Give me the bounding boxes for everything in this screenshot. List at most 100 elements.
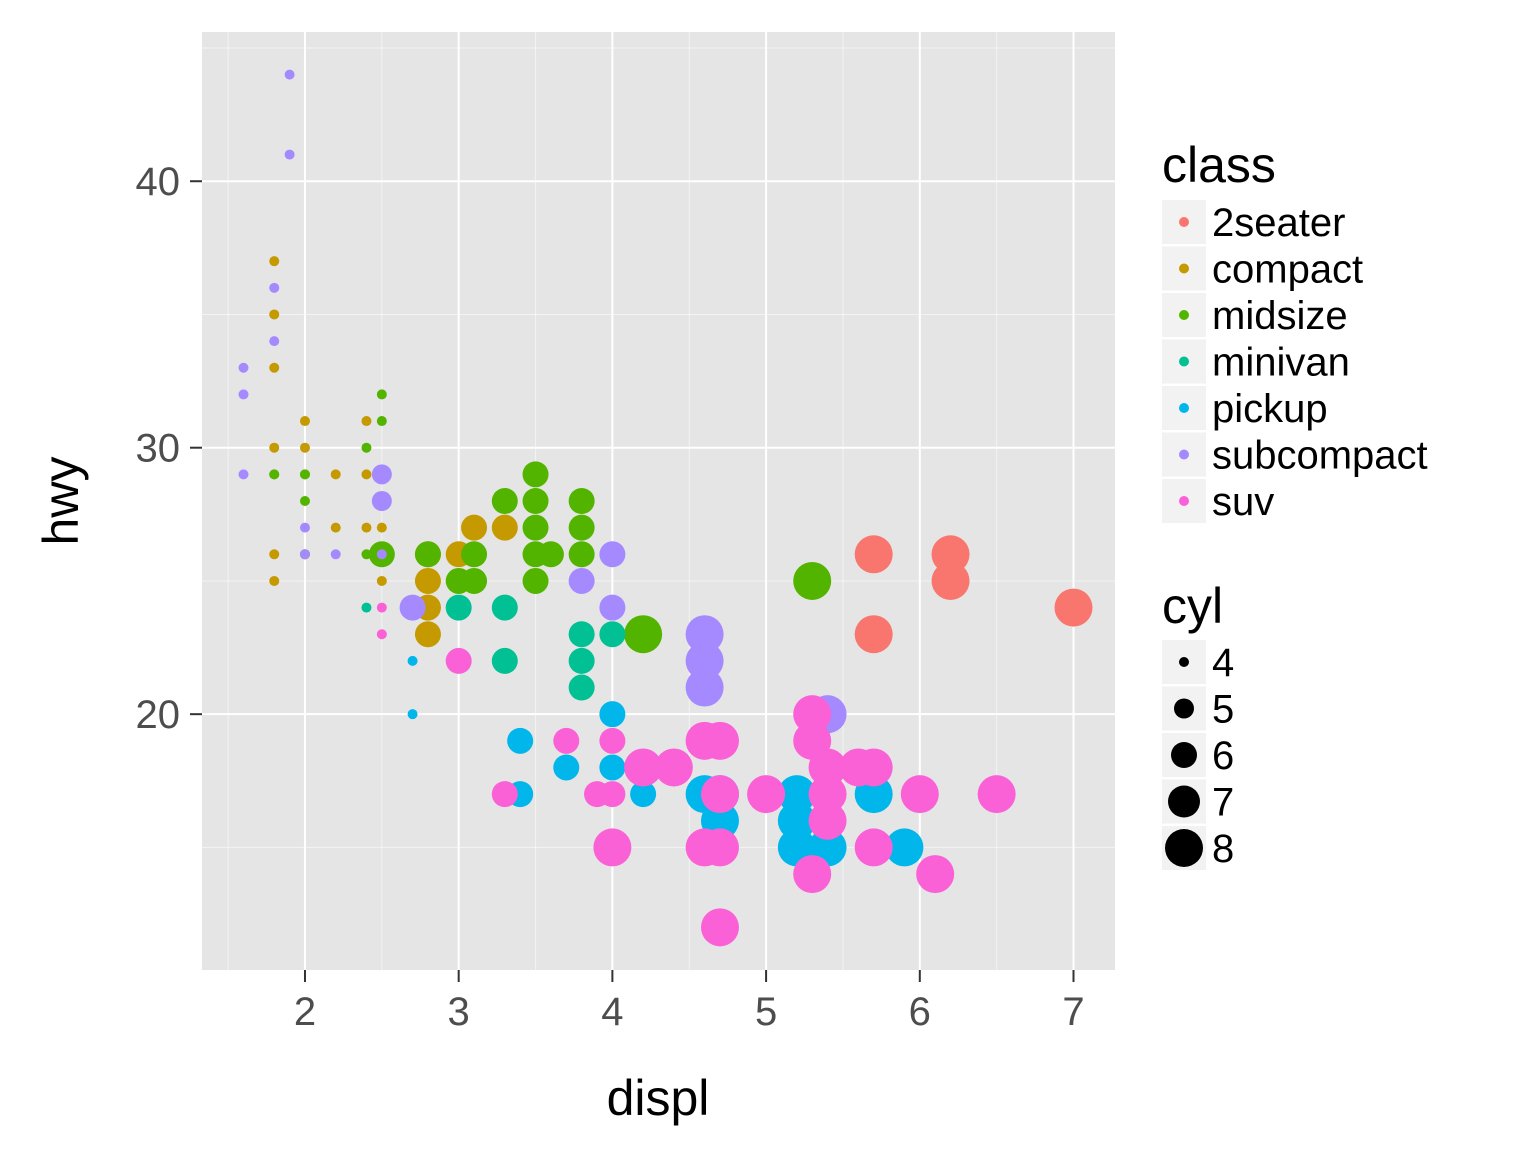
point-subcompact	[284, 69, 295, 80]
point-suv	[900, 775, 939, 814]
point-subcompact	[685, 641, 724, 680]
legend-label-minivan: minivan	[1212, 341, 1350, 385]
point-compact	[414, 621, 441, 648]
point-pickup	[407, 709, 418, 720]
point-suv	[700, 775, 739, 814]
point-midsize	[361, 549, 372, 560]
point-midsize	[793, 561, 832, 600]
point-midsize	[568, 488, 595, 514]
data-points	[238, 69, 1093, 947]
x-axis: 2 3 4 5 6 7	[294, 970, 1085, 1034]
legend-key-compact	[1179, 263, 1189, 274]
point-subcompact	[371, 464, 392, 485]
x-tick-label: 4	[601, 990, 623, 1034]
size-legend-title: cyl	[1162, 578, 1223, 634]
legend-key-subcompact	[1179, 449, 1189, 460]
point-suv	[599, 727, 626, 754]
point-subcompact	[238, 469, 249, 480]
point-pickup	[407, 655, 418, 666]
point-subcompact	[299, 522, 310, 533]
legend-key-pickup	[1179, 403, 1189, 413]
point-2seater	[931, 535, 970, 574]
point-suv	[916, 855, 955, 894]
point-compact	[491, 514, 518, 541]
y-tick-label: 20	[136, 693, 181, 737]
size-key-6	[1171, 742, 1197, 768]
point-subcompact	[284, 149, 295, 160]
point-2seater	[931, 561, 970, 600]
size-key-5	[1174, 698, 1194, 719]
plot-panel	[202, 32, 1115, 970]
x-tick-label: 7	[1062, 990, 1084, 1034]
point-pickup	[777, 801, 816, 840]
point-suv	[700, 908, 739, 947]
size-label-6: 6	[1212, 734, 1234, 778]
x-axis-title: displ	[607, 1070, 710, 1126]
point-midsize	[376, 389, 387, 400]
legend-label-midsize: midsize	[1212, 294, 1348, 338]
point-pickup	[553, 754, 580, 781]
point-compact	[269, 309, 280, 320]
point-midsize	[568, 541, 595, 568]
point-suv	[445, 647, 472, 674]
point-2seater	[854, 535, 893, 574]
size-label-4: 4	[1212, 641, 1234, 685]
x-tick-label: 2	[294, 990, 316, 1034]
point-midsize	[522, 514, 549, 541]
size-key-7	[1168, 785, 1200, 818]
legend-key-suv	[1179, 496, 1189, 506]
point-compact	[269, 549, 280, 560]
point-compact	[376, 575, 387, 586]
point-minivan	[568, 647, 595, 674]
point-subcompact	[568, 567, 595, 594]
point-pickup	[507, 727, 534, 754]
minor-gridlines	[202, 32, 1115, 970]
legend-label-subcompact: subcompact	[1212, 434, 1428, 478]
size-label-5: 5	[1212, 688, 1234, 732]
point-compact	[461, 514, 488, 541]
legend-label-compact: compact	[1212, 248, 1363, 292]
size-key-4	[1179, 657, 1189, 667]
point-pickup	[599, 701, 626, 728]
point-subcompact	[269, 282, 280, 293]
point-compact	[376, 522, 387, 533]
point-subcompact	[269, 336, 280, 347]
color-legend: class 2seatercompactmidsizeminivanpickup…	[1162, 137, 1428, 524]
point-minivan	[445, 594, 472, 621]
x-tick-label: 3	[448, 990, 470, 1034]
point-subcompact	[238, 362, 249, 373]
point-suv	[553, 727, 580, 754]
y-axis-title: hwy	[33, 457, 89, 546]
point-midsize	[522, 567, 549, 594]
point-suv	[808, 775, 847, 814]
point-suv	[793, 695, 832, 734]
point-midsize	[537, 541, 564, 568]
point-compact	[361, 416, 372, 427]
color-legend-title: class	[1162, 137, 1276, 193]
point-midsize	[376, 416, 387, 427]
legend-key-midsize	[1179, 310, 1189, 320]
y-tick-label: 30	[136, 427, 181, 471]
point-suv	[793, 855, 832, 894]
point-suv	[700, 721, 739, 760]
point-midsize	[414, 541, 441, 568]
point-subcompact	[371, 491, 392, 511]
legend-label-pickup: pickup	[1212, 387, 1328, 431]
point-subcompact	[685, 668, 724, 707]
point-midsize	[461, 567, 488, 594]
point-compact	[330, 522, 341, 533]
point-midsize	[568, 514, 595, 541]
point-suv	[599, 781, 626, 808]
point-suv	[376, 602, 387, 613]
point-midsize	[522, 461, 549, 488]
point-subcompact	[299, 549, 310, 560]
legend-key-2seater	[1179, 217, 1189, 227]
point-minivan	[491, 647, 518, 674]
point-suv	[808, 801, 847, 840]
point-compact	[299, 416, 310, 427]
legend-label-2seater: 2seater	[1212, 201, 1345, 245]
point-midsize	[522, 488, 549, 514]
point-compact	[361, 469, 372, 480]
point-pickup	[777, 775, 816, 814]
